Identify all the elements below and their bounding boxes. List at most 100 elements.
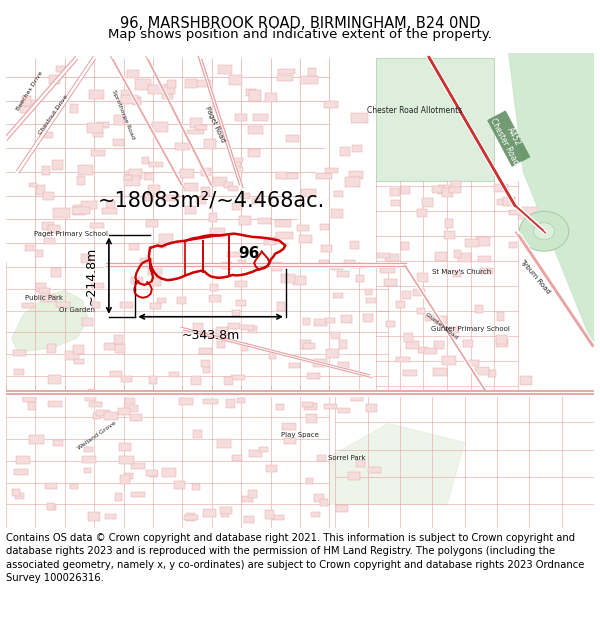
FancyBboxPatch shape bbox=[102, 209, 117, 214]
FancyBboxPatch shape bbox=[323, 101, 338, 107]
Text: Sorrel Park: Sorrel Park bbox=[328, 455, 366, 461]
FancyBboxPatch shape bbox=[341, 315, 352, 323]
FancyBboxPatch shape bbox=[259, 447, 268, 452]
FancyBboxPatch shape bbox=[466, 239, 479, 248]
FancyBboxPatch shape bbox=[349, 262, 364, 268]
FancyBboxPatch shape bbox=[194, 80, 211, 87]
FancyBboxPatch shape bbox=[365, 289, 373, 295]
FancyBboxPatch shape bbox=[350, 241, 359, 249]
FancyBboxPatch shape bbox=[331, 209, 343, 219]
FancyBboxPatch shape bbox=[454, 250, 461, 258]
FancyBboxPatch shape bbox=[304, 342, 316, 349]
FancyBboxPatch shape bbox=[135, 79, 151, 89]
Text: ~343.8m: ~343.8m bbox=[181, 329, 240, 342]
FancyBboxPatch shape bbox=[14, 369, 24, 375]
FancyBboxPatch shape bbox=[494, 184, 508, 192]
FancyBboxPatch shape bbox=[227, 186, 238, 191]
FancyBboxPatch shape bbox=[497, 199, 509, 205]
FancyBboxPatch shape bbox=[91, 282, 104, 288]
FancyBboxPatch shape bbox=[232, 310, 240, 316]
FancyBboxPatch shape bbox=[129, 169, 142, 179]
FancyBboxPatch shape bbox=[29, 182, 37, 188]
FancyBboxPatch shape bbox=[77, 176, 85, 184]
Text: Beeches Drive: Beeches Drive bbox=[16, 71, 44, 112]
FancyBboxPatch shape bbox=[148, 84, 164, 94]
FancyBboxPatch shape bbox=[97, 410, 110, 416]
FancyBboxPatch shape bbox=[509, 209, 523, 216]
FancyBboxPatch shape bbox=[307, 373, 320, 379]
FancyBboxPatch shape bbox=[121, 376, 133, 382]
FancyBboxPatch shape bbox=[221, 510, 229, 517]
FancyBboxPatch shape bbox=[203, 399, 218, 404]
FancyBboxPatch shape bbox=[51, 269, 61, 278]
FancyBboxPatch shape bbox=[143, 173, 154, 181]
FancyBboxPatch shape bbox=[278, 69, 295, 74]
FancyBboxPatch shape bbox=[84, 447, 93, 452]
FancyBboxPatch shape bbox=[126, 171, 133, 179]
FancyBboxPatch shape bbox=[70, 104, 78, 113]
FancyBboxPatch shape bbox=[332, 292, 343, 298]
FancyBboxPatch shape bbox=[275, 219, 290, 228]
FancyBboxPatch shape bbox=[418, 308, 425, 314]
FancyBboxPatch shape bbox=[363, 314, 373, 322]
FancyBboxPatch shape bbox=[124, 175, 133, 180]
FancyBboxPatch shape bbox=[404, 334, 413, 342]
Text: ~214.8m: ~214.8m bbox=[84, 246, 97, 305]
FancyBboxPatch shape bbox=[53, 439, 63, 446]
FancyBboxPatch shape bbox=[36, 185, 46, 195]
FancyBboxPatch shape bbox=[276, 173, 287, 179]
FancyBboxPatch shape bbox=[125, 399, 134, 404]
FancyBboxPatch shape bbox=[23, 391, 35, 400]
FancyBboxPatch shape bbox=[386, 321, 395, 328]
FancyBboxPatch shape bbox=[232, 456, 242, 461]
Text: ~18083m²/~4.468ac.: ~18083m²/~4.468ac. bbox=[98, 191, 325, 211]
FancyBboxPatch shape bbox=[227, 252, 241, 257]
FancyBboxPatch shape bbox=[191, 376, 201, 384]
FancyBboxPatch shape bbox=[209, 213, 217, 222]
FancyBboxPatch shape bbox=[14, 469, 28, 475]
FancyBboxPatch shape bbox=[281, 274, 295, 283]
FancyBboxPatch shape bbox=[217, 439, 231, 448]
FancyBboxPatch shape bbox=[41, 295, 56, 302]
FancyBboxPatch shape bbox=[311, 512, 320, 517]
FancyBboxPatch shape bbox=[167, 81, 176, 88]
FancyBboxPatch shape bbox=[142, 158, 149, 164]
FancyBboxPatch shape bbox=[248, 149, 260, 158]
FancyBboxPatch shape bbox=[91, 150, 105, 156]
FancyBboxPatch shape bbox=[368, 468, 381, 472]
FancyBboxPatch shape bbox=[224, 182, 233, 188]
FancyBboxPatch shape bbox=[275, 404, 284, 410]
FancyBboxPatch shape bbox=[417, 209, 427, 217]
FancyBboxPatch shape bbox=[180, 169, 194, 179]
FancyBboxPatch shape bbox=[12, 489, 20, 496]
FancyBboxPatch shape bbox=[25, 245, 34, 251]
FancyBboxPatch shape bbox=[264, 237, 277, 245]
FancyBboxPatch shape bbox=[238, 398, 245, 402]
FancyBboxPatch shape bbox=[334, 191, 343, 198]
FancyBboxPatch shape bbox=[148, 185, 160, 194]
FancyBboxPatch shape bbox=[169, 372, 179, 378]
FancyBboxPatch shape bbox=[47, 344, 56, 353]
FancyBboxPatch shape bbox=[344, 260, 355, 266]
FancyBboxPatch shape bbox=[121, 90, 129, 98]
FancyBboxPatch shape bbox=[23, 397, 37, 402]
Polygon shape bbox=[329, 424, 464, 504]
FancyBboxPatch shape bbox=[434, 316, 447, 324]
Text: Map shows position and indicative extent of the property.: Map shows position and indicative extent… bbox=[108, 28, 492, 41]
FancyBboxPatch shape bbox=[149, 303, 161, 309]
FancyBboxPatch shape bbox=[338, 341, 347, 349]
FancyBboxPatch shape bbox=[385, 279, 397, 286]
FancyBboxPatch shape bbox=[20, 106, 29, 112]
FancyBboxPatch shape bbox=[241, 343, 248, 351]
FancyBboxPatch shape bbox=[324, 404, 337, 409]
FancyBboxPatch shape bbox=[396, 301, 406, 308]
Text: Chestnut Drive: Chestnut Drive bbox=[37, 94, 68, 136]
FancyBboxPatch shape bbox=[232, 160, 241, 166]
FancyBboxPatch shape bbox=[320, 224, 329, 231]
FancyBboxPatch shape bbox=[433, 186, 444, 193]
FancyBboxPatch shape bbox=[250, 97, 259, 102]
FancyBboxPatch shape bbox=[104, 412, 118, 420]
FancyBboxPatch shape bbox=[77, 166, 93, 175]
FancyBboxPatch shape bbox=[186, 512, 195, 521]
Text: Paget Road: Paget Road bbox=[204, 106, 226, 143]
